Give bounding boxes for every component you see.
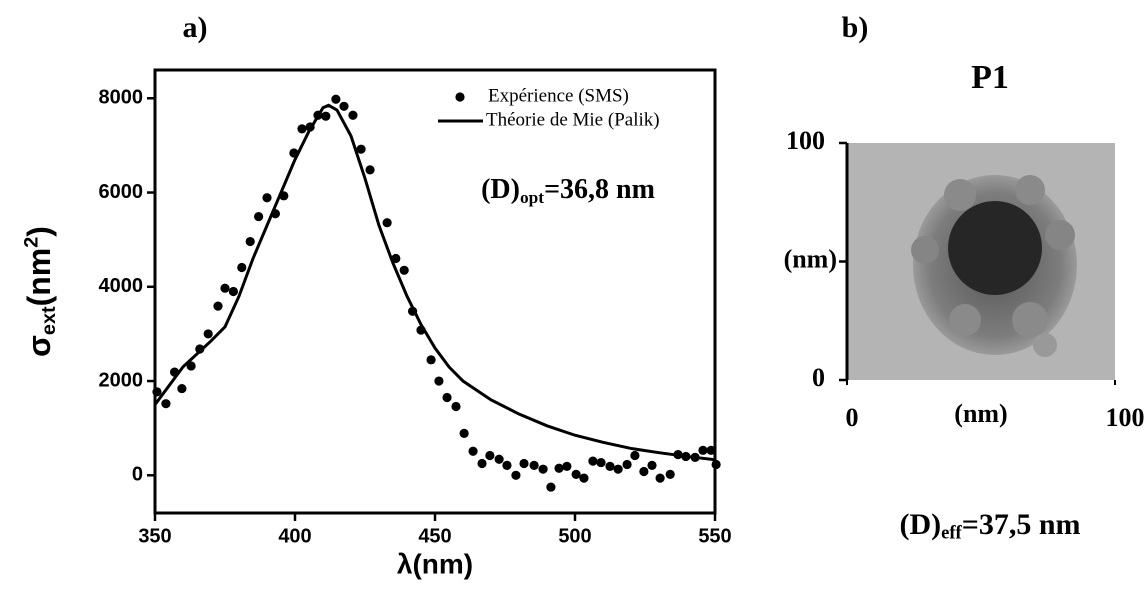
data-point (588, 456, 598, 466)
legend-label: Expérience (SMS) (488, 85, 629, 106)
x-tick-label: 500 (558, 525, 591, 547)
data-point (494, 454, 504, 464)
x-tick-label: 450 (418, 525, 451, 547)
data-point (297, 124, 307, 134)
data-point (203, 329, 213, 339)
data-point (622, 459, 632, 470)
caption: (D)eff=37,5 nm (899, 508, 1080, 544)
data-point (365, 165, 375, 175)
data-point (529, 460, 539, 471)
plot-frame (153, 68, 717, 515)
y-tick-label: 6000 (99, 181, 144, 203)
data-point (399, 265, 409, 275)
y-tick-label: 4000 (99, 275, 144, 297)
x-axis-label: λ(nm) (397, 548, 473, 579)
data-point (698, 445, 708, 455)
y-tick-label: 0 (812, 363, 825, 392)
data-point (434, 376, 444, 386)
data-point (630, 450, 640, 461)
annotation-part: opt (520, 188, 544, 207)
data-point (655, 473, 665, 483)
data-point (451, 401, 461, 412)
y-axis-label-part: ) (21, 226, 57, 237)
y-axis-label-part: 2 (21, 237, 43, 248)
data-point (331, 94, 341, 104)
data-point (237, 262, 247, 273)
data-point (213, 301, 223, 311)
data-point (228, 286, 238, 297)
y-axis-label-part: ext (38, 306, 60, 335)
annotation-part: =36,8 nm (544, 174, 655, 205)
data-point (579, 473, 589, 483)
y-tick-label: 0 (132, 464, 143, 486)
y-axis-label: (nm) (784, 244, 837, 273)
annotation: (D)opt=36,8 nm (481, 174, 655, 207)
data-point (186, 361, 196, 371)
data-point (382, 218, 392, 228)
x-axis-label: (nm) (954, 399, 1007, 428)
y-axis-label-part: (nm (21, 248, 57, 307)
x-tick-label: 350 (138, 525, 171, 547)
line (153, 103, 716, 462)
tem-image (847, 143, 1115, 380)
panel-label: b) (842, 11, 869, 44)
panel-label: a) (183, 11, 208, 44)
data-point (519, 458, 529, 469)
x-tick-label: 550 (698, 525, 731, 547)
data-point (459, 428, 469, 438)
data-point (665, 469, 675, 479)
y-axis-label-part: σ (21, 335, 57, 357)
data-point (426, 355, 436, 365)
data-point (321, 111, 331, 121)
caption-part: =37,5 nm (962, 508, 1081, 541)
data-point (195, 344, 205, 354)
data-point (562, 461, 572, 471)
x-tick-label: 100 (1106, 403, 1145, 432)
legend-marker (455, 92, 465, 102)
data-point (356, 144, 366, 154)
legend-label: Théorie de Mie (Palik) (486, 109, 660, 130)
y-axis-label: σext(nm2) (21, 226, 61, 357)
data-point (538, 464, 548, 474)
data-point (571, 469, 581, 479)
data-point (546, 482, 556, 492)
data-point (161, 399, 171, 409)
data-point (254, 211, 264, 222)
x-tick-label: 400 (278, 525, 311, 547)
data-point (502, 460, 512, 471)
data-point (485, 450, 495, 461)
caption-part: (D) (899, 508, 941, 541)
data-point (442, 392, 452, 403)
data-point (706, 445, 716, 455)
data-point (554, 463, 564, 473)
data-point (152, 387, 162, 397)
caption-part: eff (941, 523, 962, 544)
y-tick-label: 8000 (99, 87, 144, 109)
data-point (339, 101, 349, 111)
data-point (511, 470, 521, 480)
x-tick-label: 0 (846, 403, 859, 432)
data-point (220, 283, 230, 293)
data-point (177, 383, 187, 394)
data-point (613, 464, 623, 474)
annotation-part: (D) (481, 174, 520, 205)
data-point (477, 458, 487, 469)
data-point (596, 457, 606, 468)
data-point (468, 446, 478, 456)
y-tick-label: 100 (786, 126, 825, 155)
data-point (245, 236, 255, 247)
data-point (711, 459, 721, 470)
data-point (647, 460, 657, 471)
data-point (348, 110, 358, 120)
data-point (639, 466, 649, 477)
data-point (605, 461, 615, 471)
data-point (262, 193, 272, 203)
image-title: P1 (971, 59, 1009, 96)
y-tick-label: 2000 (99, 369, 144, 391)
